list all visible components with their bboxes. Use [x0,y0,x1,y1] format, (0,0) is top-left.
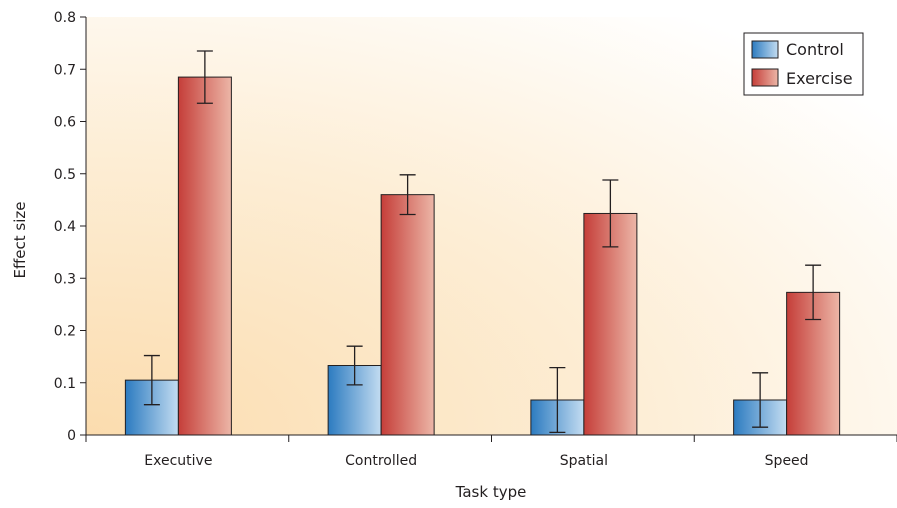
y-tick-label: 0.1 [54,376,76,392]
legend-label-exercise: Exercise [786,69,853,88]
x-tick-label: Spatial [560,453,608,469]
bar-exercise [583,212,638,436]
x-axis-title: Task type [455,483,527,501]
error-bars [143,50,822,434]
legend-label-control: Control [786,40,844,59]
legend-swatch-control [751,40,779,59]
bars [124,76,841,436]
legend-swatch-exercise [751,68,779,87]
y-tick-label: 0 [67,428,76,444]
y-tick-label: 0.6 [54,115,76,131]
y-tick-label: 0.5 [54,167,76,183]
y-tick-label: 0.7 [54,62,76,78]
x-tick-label: Speed [765,453,809,469]
x-tick-label: Controlled [345,453,417,469]
y-tick-label: 0.3 [54,271,76,287]
x-tick-label: Executive [144,453,212,469]
y-axis-title: Effect size [11,201,29,278]
y-tick-label: 0.2 [54,324,76,340]
bar-exercise [177,76,232,436]
y-axis: 0 0.1 0.2 0.3 0.4 0.5 0.6 0.7 0.8 [54,10,87,444]
y-tick-label: 0.8 [54,10,76,26]
x-axis: Executive Controlled Spatial Speed [85,434,897,469]
legend: Control Exercise [743,32,864,96]
bar-exercise [380,194,435,436]
y-tick-label: 0.4 [54,219,76,235]
